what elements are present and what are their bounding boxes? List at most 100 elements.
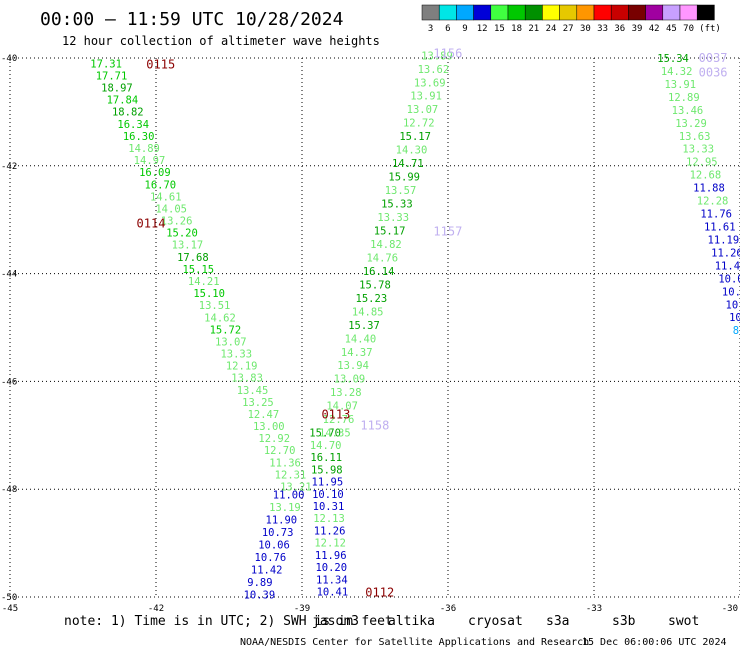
wave-height-point: 12.19	[226, 361, 258, 373]
wave-height-point: 16.09	[139, 167, 171, 179]
legend-label: 70	[683, 24, 694, 34]
color-legend: 3 6 9 12 15 18 21 24 27 30 33 36 39 42 45 70 (ft)	[421, 4, 721, 34]
legend-label: 15	[494, 24, 505, 34]
pass-label: 1156	[433, 47, 462, 61]
wave-height-point: 15.72	[210, 324, 242, 336]
mission-label: cryosat	[468, 614, 523, 629]
wave-height-point: 14.07	[326, 401, 358, 413]
wave-height-tracks: 17.3117.7118.9717.8418.8216.3416.3014.89…	[90, 50, 740, 601]
wave-height-point: 13.09	[334, 374, 366, 386]
chart-title: 00:00 – 11:59 UTC 10/28/2024	[40, 9, 343, 30]
legend-label: 24	[546, 24, 557, 34]
wave-height-point: 12.68	[690, 170, 722, 182]
wave-height-point: 11.19	[708, 234, 740, 246]
pass-label: 0112	[365, 586, 394, 600]
legend-swatch	[576, 4, 595, 21]
note-text: note: 1) Time is in UTC; 2) SWH is in fe…	[64, 614, 393, 629]
wave-height-point: 11.26	[314, 525, 346, 537]
wave-height-point: 10.06	[258, 539, 290, 551]
chart-subtitle: 12 hour collection of altimeter wave hei…	[62, 34, 380, 48]
wave-height-point: 15.17	[399, 131, 431, 143]
legend-label: 30	[580, 24, 591, 34]
legend-swatch	[490, 4, 509, 21]
pass-label: 0113	[321, 408, 350, 422]
legend-swatch	[421, 4, 440, 21]
wave-height-point: 11.90	[266, 515, 298, 527]
wave-height-point: 9.89	[247, 577, 272, 589]
legend-label: 21	[528, 24, 539, 34]
wave-height-point: 14.61	[150, 191, 182, 203]
wave-height-point: 11.76	[700, 209, 732, 221]
mission-label: altika	[388, 614, 435, 629]
legend-swatch	[542, 4, 560, 21]
wave-height-point: 16.11	[310, 452, 342, 464]
wave-height-point: 13.26	[161, 216, 193, 228]
wave-height-point: 15.15	[182, 264, 214, 276]
wave-height-point: 11.88	[693, 183, 725, 195]
legend-label: 3	[428, 24, 433, 34]
wave-height-point: 15.20	[166, 228, 198, 240]
legend-label: 18	[511, 24, 522, 34]
wave-height-point: 11.43	[715, 260, 740, 272]
wave-height-point: 16.70	[145, 179, 177, 191]
wave-height-point: 17.71	[96, 70, 128, 82]
wave-height-point: 14.32	[661, 66, 693, 78]
mission-legend: jason3 altika cryosat s3a s3b swot	[312, 614, 699, 629]
wave-height-point: 10.31	[313, 501, 345, 513]
wave-height-point: 14.70	[310, 440, 342, 452]
wave-height-point: 13.63	[679, 131, 711, 143]
wave-height-point: 13.69	[414, 77, 446, 89]
wave-height-point: 16.30	[123, 131, 155, 143]
legend-swatch	[456, 4, 474, 21]
wave-height-point: 13.25	[242, 397, 274, 409]
wave-height-point: 13.51	[199, 300, 231, 312]
legend-swatch	[662, 4, 681, 21]
wave-height-point: 10.3	[722, 286, 740, 298]
wave-height-point: 13.45	[237, 385, 269, 397]
legend-swatch	[438, 4, 457, 21]
track-0113-0112: 15.7014.7016.1115.9811.9510.1010.3112.13…	[309, 428, 348, 599]
wave-height-point: 10.76	[255, 552, 287, 564]
legend-unit: (ft)	[699, 24, 721, 34]
pass-label: 1158	[360, 419, 389, 433]
wave-height-point: 13.19	[269, 502, 301, 514]
legend-label: 33	[597, 24, 608, 34]
legend-label: 6	[445, 24, 450, 34]
wave-height-point: 15.78	[359, 279, 391, 291]
y-tick-label: -44	[1, 270, 17, 280]
legend-swatch	[696, 4, 715, 21]
mission-label: jason3	[312, 614, 359, 629]
wave-height-point: 12.31	[275, 469, 307, 481]
wave-height-point: 17.68	[177, 252, 209, 264]
wave-height-point: 10.20	[315, 562, 347, 574]
axis-ticks: -40 -42 -44 -46 -48 -50-45 -42 -39 -36 -33 -30	[1, 54, 738, 614]
wave-height-point: 14.37	[341, 347, 373, 359]
wave-height-point: 14.82	[370, 239, 402, 251]
x-tick-label: -42	[148, 604, 164, 614]
y-tick-label: -42	[1, 162, 17, 172]
wave-height-point: 14.40	[345, 333, 377, 345]
wave-height-point: 12.72	[403, 118, 435, 130]
wave-height-point: 15.17	[374, 225, 406, 237]
wave-height-point: 17.31	[90, 58, 122, 70]
wave-height-point: 16.34	[117, 119, 149, 131]
track-0115-0113: 17.3117.7118.9717.8418.8216.3416.3014.89…	[90, 58, 311, 493]
wave-height-point: 15.98	[311, 464, 343, 476]
legend-swatch	[645, 4, 664, 21]
wave-height-point: 13.33	[377, 212, 409, 224]
wave-height-point: 15.33	[381, 199, 413, 211]
wave-height-point: 10.41	[317, 587, 349, 599]
wave-height-point: 10.39	[244, 589, 276, 601]
wave-height-point: 12.47	[248, 409, 280, 421]
legend-label: 36	[614, 24, 625, 34]
wave-height-point: 13.91	[664, 79, 696, 91]
wave-height-point: 15.10	[193, 288, 225, 300]
chart-grid	[9, 57, 740, 598]
wave-height-point: 12.92	[258, 433, 290, 445]
wave-height-point: 13.83	[231, 373, 263, 385]
wave-height-point: 16.14	[363, 266, 395, 278]
footer-credit: NOAA/NESDIS Center for Satellite Applica…	[240, 637, 589, 648]
